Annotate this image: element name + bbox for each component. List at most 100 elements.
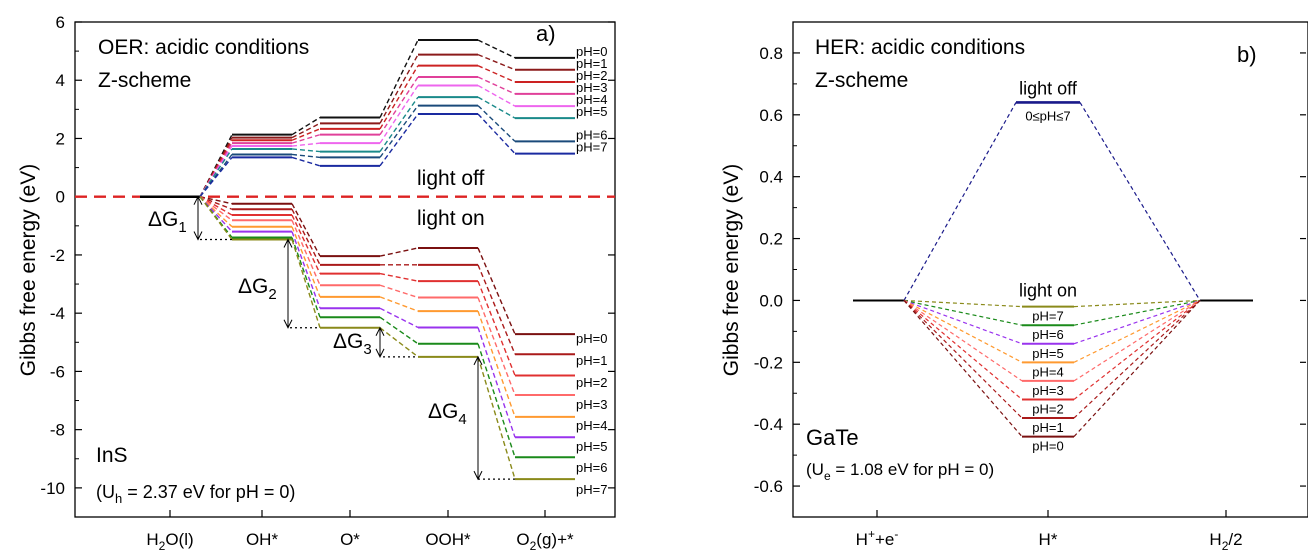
- panel-b-ph-label: pH=5: [1032, 346, 1063, 361]
- panel-b-light-on-connector: [1073, 299, 1201, 363]
- panel-a-delta-label: ΔG2: [238, 275, 277, 303]
- panel-a-y-tick-label: -2: [50, 246, 65, 265]
- panel-a-on-ph-label: pH=1: [576, 353, 607, 368]
- panel-a-ph-labels: pH=0pH=1pH=2pH=3pH=4pH=5pH=6pH=7pH=0pH=1…: [576, 44, 607, 497]
- panel-a-connector-on: [379, 296, 419, 312]
- panel-a-arrow-head: [283, 319, 293, 329]
- panel-a-x-tick-label: O*: [340, 530, 360, 549]
- panel-a-series: [75, 39, 615, 481]
- panel-a-y-tick-label: -4: [50, 304, 65, 323]
- panel-b-x-tick-label: H*: [1039, 530, 1058, 549]
- panel-a-on-ph-label: pH=0: [576, 331, 607, 346]
- panel-a-off-ph-label: pH=7: [576, 140, 607, 155]
- panel-a-connector-on: [199, 196, 233, 221]
- panel-a-connector-off: [291, 128, 321, 141]
- panel-a-oer: Gibbs free energy (eV) OER: acidic condi…: [17, 13, 616, 553]
- panel-b-light-on-connector: [903, 300, 1023, 437]
- panel-a-connector-off: [199, 156, 233, 198]
- panel-a-connector-on: [477, 280, 516, 376]
- panel-a-connector-off: [291, 148, 321, 153]
- panel-a-connector-off: [379, 105, 419, 158]
- panel-a-connector-off: [379, 76, 419, 136]
- panel-b-ph-label: pH=7: [1032, 309, 1063, 324]
- panel-a-connector-on: [199, 196, 233, 228]
- panel-b-material: GaTe: [806, 425, 859, 450]
- panel-a-label: a): [536, 21, 556, 46]
- panel-a-arrow-head: [283, 238, 293, 248]
- panel-b-light-on-connector: [1073, 300, 1201, 437]
- panel-a-connector-on: [291, 214, 321, 274]
- panel-b-ph-label: pH=6: [1032, 327, 1063, 342]
- panel-a-connector-on: [291, 220, 321, 286]
- panel-a-arrow-head: [473, 470, 483, 481]
- panel-b-light-on-connector: [903, 299, 1023, 363]
- panel-b-series: light off 0≤pH≤7 light on pH=7 pH=6 pH=5 pH=4 p…: [853, 78, 1253, 454]
- panel-a-frame: [74, 21, 616, 518]
- panel-b-x-tick-label: H2/2: [1209, 530, 1242, 553]
- panel-a-connector-off: [477, 76, 516, 95]
- panel-a-connector-on: [379, 307, 419, 329]
- panel-a-connector-off: [379, 85, 419, 144]
- panel-a-arrow-head: [473, 355, 483, 366]
- panel-a-off-ph-label: pH=3: [576, 80, 607, 95]
- panel-a-x-tick-label: OH*: [246, 530, 279, 549]
- panel-b-y-tick-label: -0.6: [754, 477, 783, 496]
- panel-b-light-on-connector: [903, 299, 1023, 382]
- panel-a-delta-label: ΔG3: [333, 330, 372, 358]
- panel-b-note: (Ue = 1.08 eV for pH = 0): [806, 460, 994, 483]
- panel-a-on-ph-label: pH=7: [576, 482, 607, 497]
- panel-a-connector-off: [477, 96, 516, 119]
- panel-b-light-off-label: light off: [1019, 78, 1078, 98]
- panel-a-connector-off: [291, 153, 321, 159]
- panel-b-y-tick-label: 0.4: [759, 168, 783, 187]
- panel-a-on-ph-label: pH=2: [576, 375, 607, 390]
- panel-a-connector-off: [379, 39, 419, 118]
- panel-a-connector-on: [291, 231, 321, 309]
- panel-b-ticks: 0.8 0.6 0.4 0.2 0.0 -0.2 -0.4 -0.6 H++e- H* H2/2: [754, 44, 1306, 553]
- panel-a-connector-on: [477, 343, 516, 458]
- panel-a-connector-on: [379, 272, 419, 282]
- panel-a-subtitle: Z-scheme: [98, 69, 191, 92]
- panel-a-connector-off: [291, 156, 321, 167]
- panel-a-connector-off: [291, 134, 321, 144]
- panel-a-connector-on: [379, 247, 419, 257]
- panel-b-ph-label: pH=3: [1032, 383, 1063, 398]
- panel-a-arrow-head: [375, 348, 385, 358]
- panel-b-y-tick-label: 0.0: [759, 291, 783, 310]
- panel-a-arrow-head: [193, 195, 203, 205]
- panel-b-label: b): [1237, 42, 1257, 67]
- panel-a-off-ph-label: pH=0: [576, 44, 607, 59]
- panel-a-y-tick-label: 6: [56, 13, 65, 32]
- panel-a-connector-on: [291, 208, 321, 266]
- panel-b-light-on-connector: [1073, 299, 1201, 419]
- panel-a-on-ph-label: pH=4: [576, 418, 607, 433]
- panel-a-connector-on: [379, 327, 419, 358]
- panel-a-off-ph-label: pH=6: [576, 127, 607, 142]
- panel-a-y-tick-label: 2: [56, 129, 65, 148]
- panel-a-connector-off: [291, 122, 321, 139]
- panel-b-light-on-connector: [903, 299, 1023, 400]
- panel-a-light-on-label: light on: [417, 207, 485, 230]
- panel-a-on-ph-label: pH=5: [576, 439, 607, 454]
- panel-a-off-ph-label: pH=4: [576, 92, 607, 107]
- panel-a-connector-off: [291, 116, 321, 136]
- panel-b-ph-label: pH=4: [1032, 364, 1063, 379]
- panel-a-connector-on: [477, 327, 516, 438]
- panel-a-y-axis-label: Gibbs free energy (eV): [17, 164, 40, 376]
- panel-a-connector-on: [291, 226, 321, 298]
- panel-a-x-tick-label: OOH*: [425, 530, 471, 549]
- panel-a-off-ph-label: pH=5: [576, 104, 607, 119]
- panel-a-light-off-label: light off: [417, 167, 484, 190]
- panel-a-connector-on: [199, 196, 233, 216]
- panel-a-connector-off: [477, 113, 516, 155]
- panel-a-delta-annotations: ΔG1 ΔG2 ΔG3 ΔG4: [148, 195, 515, 481]
- panel-b-y-tick-label: 0.6: [759, 106, 783, 125]
- panel-a-connector-off: [477, 39, 516, 59]
- panel-b-light-on-connector: [1073, 299, 1201, 400]
- panel-a-connector-on: [477, 264, 516, 355]
- panel-a-arrow-head: [375, 326, 385, 336]
- panel-b-title: HER: acidic conditions: [815, 36, 1025, 59]
- panel-a-connector-on: [199, 196, 233, 205]
- panel-b-light-off-range: 0≤pH≤7: [1025, 108, 1070, 123]
- panel-a-y-tick-label: 0: [56, 188, 65, 207]
